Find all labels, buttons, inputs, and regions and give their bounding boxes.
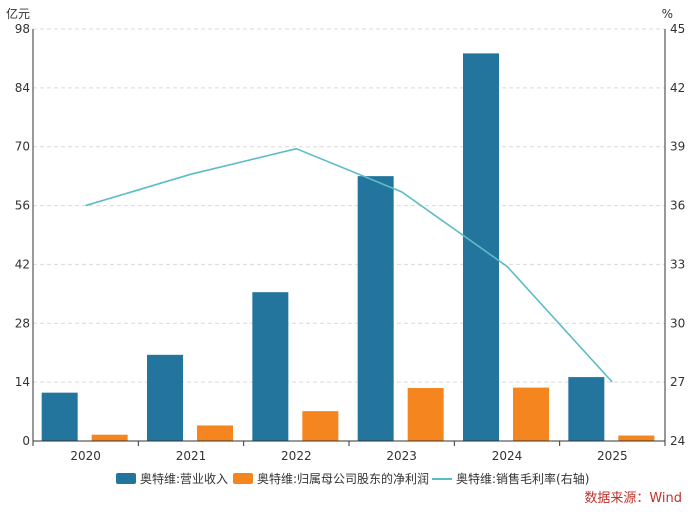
x-tick-label: 2022 (281, 449, 312, 463)
legend-swatch (233, 473, 253, 484)
legend-label: 奥特维:营业收入 (140, 471, 228, 486)
left-axis: 0 14 28 42 56 70 84 98 (15, 22, 34, 448)
right-tick-label: 39 (670, 140, 685, 154)
left-tick-label: 28 (15, 316, 30, 330)
bar-net-profit (513, 387, 549, 441)
left-axis-unit: 亿元 (6, 6, 30, 21)
legend: 奥特维:营业收入 奥特维:归属母公司股东的净利润 奥特维:销售毛利率(右轴) (116, 471, 589, 486)
legend-label: 奥特维:销售毛利率(右轴) (456, 471, 589, 486)
right-tick-label: 30 (670, 316, 685, 330)
x-tick-label: 2023 (386, 449, 417, 463)
bar-net-profit (302, 411, 339, 441)
bar-net-profit (618, 435, 655, 441)
gridlines (33, 28, 665, 383)
left-tick-label: 84 (15, 81, 30, 95)
x-tick-label: 2025 (597, 449, 628, 463)
bar-revenue (147, 354, 183, 441)
bar-revenue (41, 392, 78, 441)
left-tick-label: 42 (15, 257, 30, 271)
right-tick-label: 33 (670, 257, 685, 271)
right-tick-label: 24 (670, 434, 685, 448)
right-axis-unit: % (662, 7, 673, 21)
source-note: 数据来源：Wind (584, 491, 682, 506)
left-tick-label: 70 (15, 140, 30, 154)
bar-revenue (357, 176, 394, 441)
legend-swatch (116, 473, 136, 484)
right-tick-label: 36 (670, 199, 685, 213)
x-tick-label: 2021 (176, 449, 207, 463)
bar-net-profit (91, 434, 128, 441)
bar-net-profit (407, 388, 444, 441)
gross-margin-line (85, 147, 613, 383)
x-tick-label: 2020 (70, 449, 101, 463)
right-tick-label: 27 (670, 375, 685, 389)
x-axis: 2020 2021 2022 2023 2024 2025 (32, 440, 666, 463)
bars (41, 53, 655, 442)
left-tick-label: 98 (15, 22, 30, 36)
bar-revenue (252, 292, 289, 441)
right-axis: 24 27 30 33 36 39 42 45 (664, 22, 685, 448)
right-tick-label: 45 (670, 22, 685, 36)
left-tick-label: 14 (15, 375, 30, 389)
x-tick-label: 2024 (492, 449, 523, 463)
line-series (85, 147, 613, 383)
legend-label: 奥特维:归属母公司股东的净利润 (257, 471, 429, 486)
left-tick-label: 56 (15, 199, 30, 213)
bar-net-profit (197, 425, 233, 441)
left-tick-label: 0 (22, 434, 30, 448)
right-tick-label: 42 (670, 81, 685, 95)
bar-revenue (568, 377, 605, 441)
